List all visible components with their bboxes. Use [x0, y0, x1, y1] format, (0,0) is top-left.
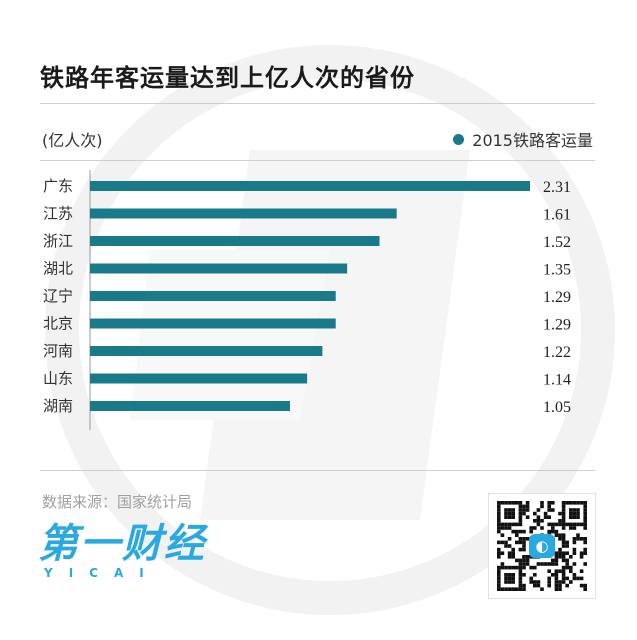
- legend-swatch: [453, 133, 465, 145]
- category-label: 湖北: [43, 260, 73, 278]
- qr-center-logo-icon: ◐: [529, 534, 555, 558]
- bar: [90, 263, 348, 274]
- category-label: 北京: [43, 315, 73, 333]
- value-label: 1.22: [543, 344, 571, 361]
- brand-logo: 第一财经 YICAI: [38, 524, 206, 580]
- value-label: 1.05: [543, 399, 571, 416]
- legend: 2015铁路客运量: [453, 127, 593, 151]
- value-label: 1.14: [543, 372, 571, 389]
- footer-divider: [40, 470, 595, 471]
- bar: [90, 236, 380, 246]
- qr-code: ◐: [488, 493, 596, 599]
- value-label: 1.61: [543, 207, 571, 224]
- category-label: 河南: [43, 342, 73, 360]
- title-divider: [40, 103, 595, 104]
- value-label: 1.52: [543, 234, 571, 251]
- value-label: 1.29: [543, 317, 571, 334]
- bar: [90, 208, 397, 219]
- logo-text-en: YICAI: [44, 566, 160, 580]
- unit-label: (亿人次): [42, 131, 103, 150]
- bar: [90, 401, 290, 411]
- logo-text-cn: 第一财经: [38, 521, 206, 567]
- legend-label: 2015铁路客运量: [472, 131, 593, 150]
- category-label: 广东: [43, 177, 73, 195]
- bar: [90, 181, 530, 191]
- category-label: 浙江: [43, 232, 73, 250]
- category-label: 江苏: [43, 205, 73, 223]
- header-divider: [40, 160, 595, 161]
- category-label: 辽宁: [43, 287, 73, 305]
- bar: [90, 373, 308, 384]
- value-label: 1.29: [543, 289, 571, 306]
- value-label: 2.31: [543, 179, 571, 196]
- bar: [90, 318, 336, 329]
- category-label: 山东: [43, 370, 73, 388]
- source-note: 数据来源：国家统计局: [42, 493, 193, 511]
- category-label: 湖南: [43, 397, 73, 415]
- bar: [90, 346, 323, 356]
- qr-pattern: [497, 501, 587, 591]
- value-label: 1.35: [543, 262, 571, 279]
- chart-title: 铁路年客运量达到上亿人次的省份: [40, 64, 415, 92]
- bar: [90, 291, 336, 301]
